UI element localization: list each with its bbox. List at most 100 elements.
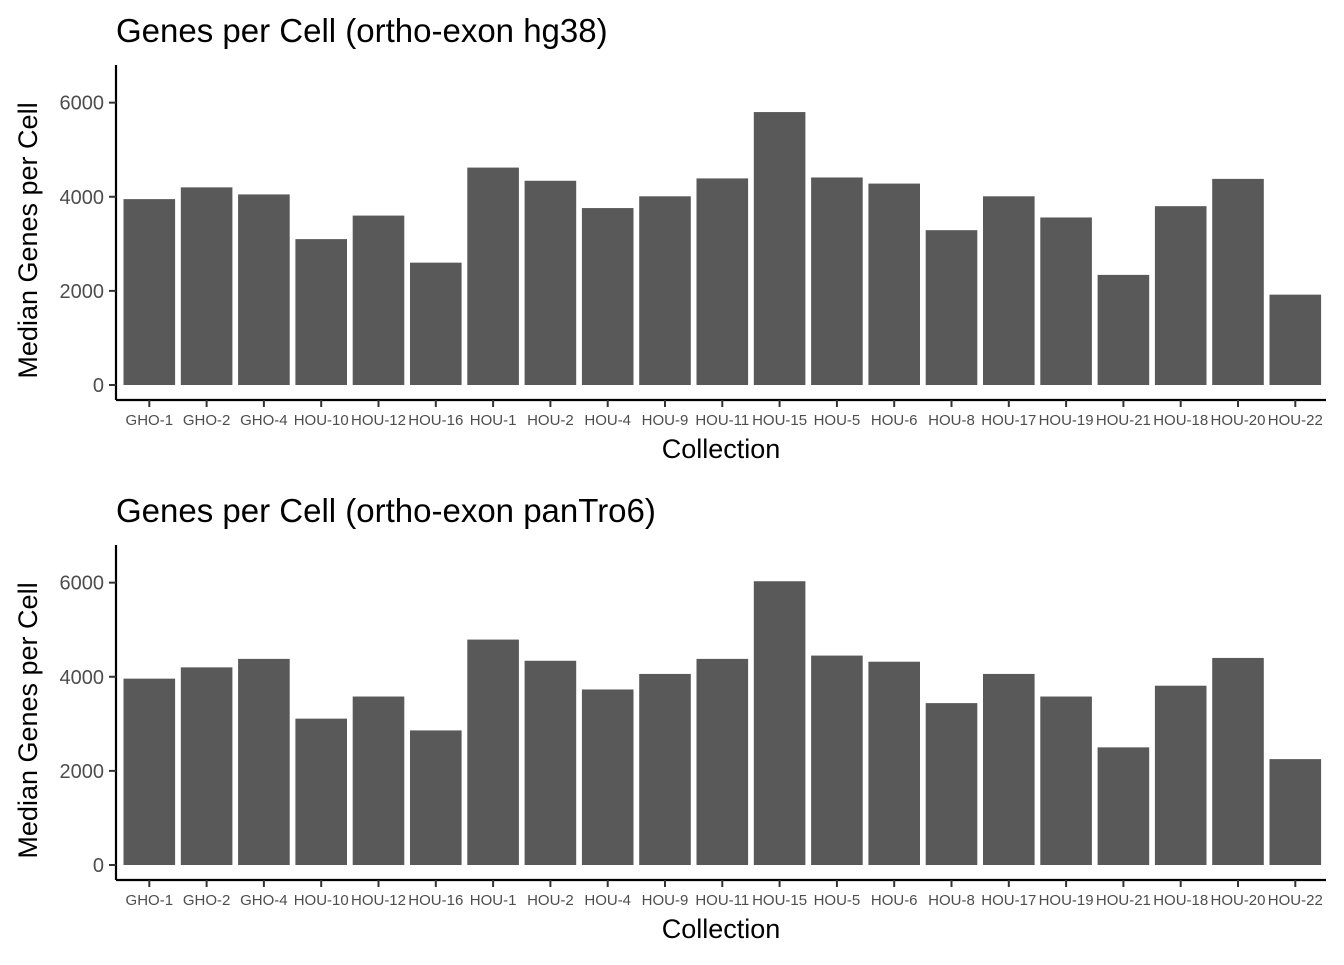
bar-HOU-10	[295, 239, 347, 385]
x-tick-label: HOU-22	[1268, 412, 1323, 429]
x-tick-label: GHO-2	[183, 892, 231, 909]
bar-HOU-8	[925, 703, 978, 865]
bar-HOU-2	[524, 180, 577, 385]
bar-HOU-20	[1212, 657, 1264, 865]
bar-HOU-15	[753, 112, 806, 385]
bar-HOU-4	[581, 689, 634, 865]
bar-HOU-21	[1097, 274, 1150, 385]
x-tick-label: HOU-19	[1039, 892, 1094, 909]
bar-HOU-10	[295, 718, 347, 865]
x-tick-label: HOU-12	[351, 892, 406, 909]
x-tick-label: HOU-12	[351, 412, 406, 429]
bar-HOU-11	[696, 658, 749, 865]
x-tick-label: HOU-2	[527, 412, 574, 429]
x-tick-label: HOU-4	[584, 412, 631, 429]
x-tick-label: GHO-2	[183, 412, 231, 429]
bar-HOU-12	[352, 696, 405, 865]
bar-HOU-5	[811, 177, 863, 385]
x-tick-label: HOU-5	[814, 412, 861, 429]
bar-HOU-22	[1269, 294, 1322, 385]
y-tick-label: 6000	[60, 573, 105, 595]
bar-GHO-2	[180, 187, 233, 385]
x-tick-label: HOU-10	[294, 892, 349, 909]
x-tick-label: HOU-2	[527, 892, 574, 909]
bar-HOU-16	[410, 262, 462, 385]
x-tick-label: HOU-19	[1039, 412, 1094, 429]
x-tick-label: GHO-1	[126, 412, 174, 429]
x-tick-label: HOU-9	[642, 892, 689, 909]
x-tick-label: HOU-6	[871, 412, 918, 429]
x-tick-label: HOU-21	[1096, 892, 1151, 909]
bar-HOU-22	[1269, 759, 1322, 865]
bar-HOU-18	[1154, 685, 1207, 865]
bar-HOU-17	[983, 196, 1035, 385]
x-tick-label: HOU-20	[1210, 412, 1265, 429]
x-tick-label: HOU-4	[584, 892, 631, 909]
chart-title: Genes per Cell (ortho-exon panTro6)	[116, 492, 656, 529]
x-tick-label: HOU-6	[871, 892, 918, 909]
x-tick-label: HOU-10	[294, 412, 349, 429]
bar-GHO-4	[238, 658, 290, 865]
bar-HOU-11	[696, 178, 749, 385]
x-tick-label: HOU-20	[1210, 892, 1265, 909]
y-axis-title: Median Genes per Cell	[13, 582, 43, 858]
bar-HOU-21	[1097, 747, 1150, 865]
x-tick-label: HOU-16	[408, 892, 463, 909]
bar-HOU-5	[811, 655, 863, 865]
bar-HOU-1	[467, 167, 519, 385]
bar-GHO-4	[238, 194, 290, 385]
bar-HOU-6	[868, 661, 920, 865]
x-tick-label: HOU-22	[1268, 892, 1323, 909]
y-tick-label: 4000	[60, 667, 105, 689]
bar-HOU-12	[352, 215, 405, 385]
bar-GHO-2	[180, 667, 233, 865]
x-tick-label: HOU-21	[1096, 412, 1151, 429]
bar-HOU-17	[983, 673, 1035, 865]
x-tick-label: HOU-1	[470, 892, 517, 909]
x-tick-label: HOU-16	[408, 412, 463, 429]
bar-GHO-1	[123, 678, 176, 865]
y-tick-label: 2000	[60, 761, 105, 783]
y-tick-label: 6000	[60, 93, 105, 115]
bar-HOU-8	[925, 230, 978, 385]
y-axis-title: Median Genes per Cell	[13, 102, 43, 378]
bar-HOU-18	[1154, 206, 1207, 385]
bar-HOU-6	[868, 183, 920, 385]
x-tick-label: GHO-4	[240, 412, 288, 429]
bar-HOU-15	[753, 581, 806, 865]
x-tick-label: HOU-15	[752, 412, 807, 429]
x-tick-label: HOU-18	[1153, 892, 1208, 909]
x-tick-label: HOU-11	[695, 892, 749, 909]
bar-HOU-1	[467, 639, 519, 865]
bar-HOU-19	[1040, 696, 1092, 865]
x-tick-label: HOU-15	[752, 892, 807, 909]
x-tick-label: HOU-5	[814, 892, 861, 909]
bar-HOU-9	[639, 196, 691, 385]
y-tick-label: 2000	[60, 281, 105, 303]
x-tick-label: HOU-17	[981, 412, 1036, 429]
y-tick-label: 0	[93, 375, 104, 397]
bar-HOU-4	[581, 208, 634, 385]
chart-title: Genes per Cell (ortho-exon hg38)	[116, 12, 608, 49]
x-tick-label: HOU-11	[695, 412, 749, 429]
y-tick-label: 4000	[60, 187, 105, 209]
x-tick-label: HOU-8	[928, 412, 975, 429]
x-tick-label: GHO-1	[126, 892, 174, 909]
y-tick-label: 0	[93, 855, 104, 877]
x-tick-label: HOU-8	[928, 892, 975, 909]
x-tick-label: HOU-17	[981, 892, 1036, 909]
bar-HOU-20	[1212, 178, 1264, 385]
x-axis-title: Collection	[662, 914, 781, 944]
x-axis-title: Collection	[662, 434, 781, 464]
bar-HOU-16	[410, 730, 462, 865]
x-tick-label: HOU-9	[642, 412, 689, 429]
x-tick-label: HOU-1	[470, 412, 517, 429]
x-tick-label: HOU-18	[1153, 412, 1208, 429]
bar-HOU-9	[639, 673, 691, 865]
bar-HOU-19	[1040, 217, 1092, 385]
bar-HOU-2	[524, 660, 577, 865]
x-tick-label: GHO-4	[240, 892, 288, 909]
bar-GHO-1	[123, 199, 176, 385]
